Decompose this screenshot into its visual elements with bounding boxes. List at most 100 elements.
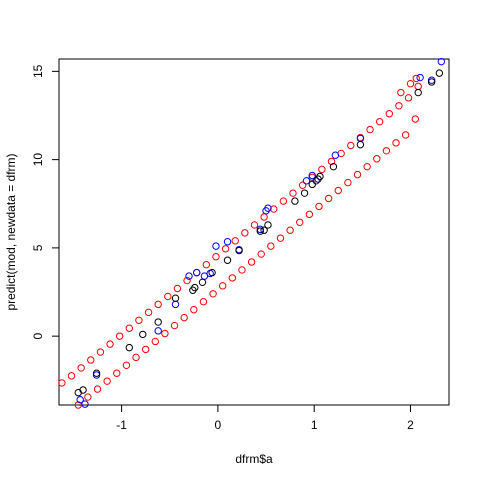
data-point <box>170 321 179 330</box>
data-point <box>366 125 374 134</box>
data-point <box>191 283 199 292</box>
y-tick-label: 0 <box>31 332 45 339</box>
data-point <box>223 238 232 246</box>
data-point <box>241 229 249 237</box>
data-point <box>315 202 323 211</box>
data-point <box>103 377 111 385</box>
data-point <box>198 278 207 287</box>
x-tick-label: 1 <box>311 418 318 432</box>
data-point <box>291 197 299 205</box>
data-point <box>180 313 188 322</box>
x-tick-label: -1 <box>116 418 127 432</box>
y-axis-label: predict(mod, newdata = dfrm) <box>4 153 18 310</box>
data-point <box>144 308 153 317</box>
data-point <box>190 305 198 314</box>
data-point <box>250 221 259 229</box>
data-point <box>87 356 95 364</box>
data-point <box>199 298 208 306</box>
data-point <box>412 74 420 83</box>
data-point <box>286 226 294 234</box>
data-point <box>324 194 333 203</box>
data-point <box>79 386 87 394</box>
data-point <box>208 268 216 277</box>
data-point <box>139 330 147 339</box>
data-point <box>329 162 338 171</box>
y-tick-label: 15 <box>31 64 45 78</box>
data-point <box>256 227 264 235</box>
data-point <box>113 369 121 377</box>
data-point <box>334 186 342 195</box>
data-point <box>93 385 102 393</box>
data-point <box>67 372 76 380</box>
data-point <box>373 155 381 163</box>
data-point <box>416 73 424 82</box>
data-point <box>344 178 352 187</box>
data-point <box>219 282 227 290</box>
data-point <box>58 379 66 387</box>
data-point <box>151 337 159 346</box>
data-point <box>238 266 246 274</box>
data-points <box>58 57 445 409</box>
data-point <box>135 316 143 324</box>
data-point <box>264 221 272 229</box>
data-point <box>276 234 285 242</box>
data-point <box>202 260 211 269</box>
data-point <box>212 242 220 250</box>
y-axis: 0 5 10 15 <box>31 64 60 339</box>
data-point <box>347 141 355 150</box>
data-point <box>289 189 297 197</box>
data-point <box>171 294 180 302</box>
data-point <box>404 94 413 102</box>
data-point <box>356 140 365 149</box>
data-point <box>437 57 445 66</box>
data-point <box>132 353 140 362</box>
data-point <box>193 268 201 277</box>
data-point <box>279 197 288 205</box>
data-point <box>392 139 400 147</box>
data-point <box>270 205 278 213</box>
data-point <box>173 284 182 293</box>
data-point <box>427 78 436 86</box>
data-point <box>375 117 384 126</box>
data-point <box>411 115 419 123</box>
y-tick-label: 10 <box>31 153 45 167</box>
data-point <box>395 102 403 110</box>
x-axis: -1 0 1 2 <box>116 404 414 432</box>
data-point <box>327 157 336 166</box>
data-point <box>331 151 340 159</box>
data-point <box>164 292 172 301</box>
y-tick-label: 5 <box>31 244 45 251</box>
data-point <box>96 348 105 356</box>
data-point <box>316 172 324 181</box>
data-point <box>84 393 92 401</box>
data-point <box>154 327 162 335</box>
data-point <box>221 245 230 253</box>
data-point <box>228 274 237 282</box>
data-point <box>141 345 150 354</box>
data-point <box>257 250 265 258</box>
data-point <box>77 364 85 372</box>
data-point <box>115 332 124 340</box>
data-point <box>185 272 193 280</box>
x-tick-label: 0 <box>215 418 222 432</box>
data-point <box>154 300 162 309</box>
data-point <box>247 258 256 266</box>
data-point <box>154 318 162 326</box>
data-point <box>260 213 268 221</box>
x-axis-label: dfrm$a <box>235 452 273 466</box>
data-point <box>363 162 371 171</box>
x-tick-label: 2 <box>407 418 414 432</box>
data-point <box>161 329 169 338</box>
data-point <box>267 242 275 250</box>
data-point <box>406 80 415 88</box>
data-point <box>305 210 314 219</box>
data-point <box>92 369 101 377</box>
data-point <box>300 189 309 197</box>
data-point <box>264 204 272 212</box>
data-point <box>81 400 89 408</box>
data-point <box>308 180 316 189</box>
data-point <box>318 165 326 174</box>
data-point <box>125 324 133 332</box>
data-point <box>223 256 232 264</box>
data-point <box>212 253 220 261</box>
